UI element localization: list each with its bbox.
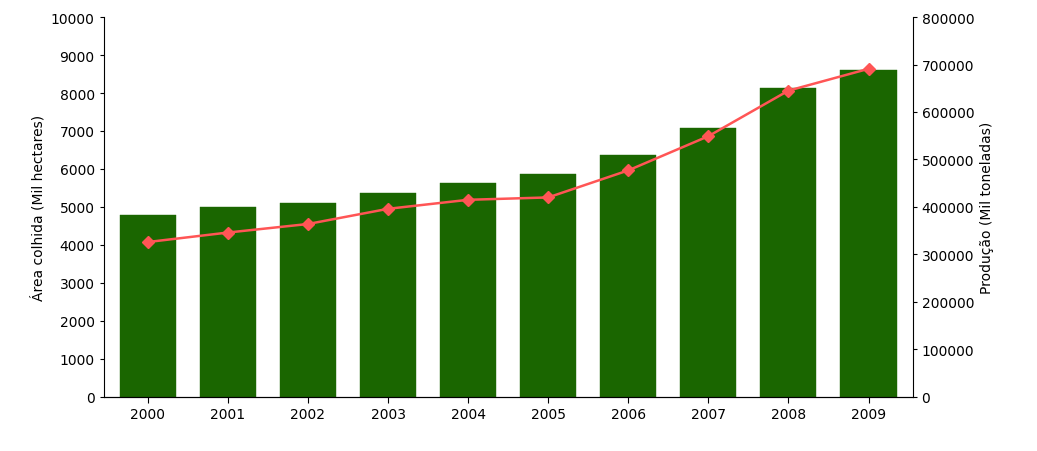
- Y-axis label: Área colhida (Mil hectares): Área colhida (Mil hectares): [31, 115, 46, 300]
- Bar: [360, 193, 416, 397]
- Bar: [200, 207, 256, 397]
- Bar: [440, 184, 496, 397]
- Bar: [840, 71, 897, 397]
- Bar: [680, 129, 736, 397]
- Y-axis label: Produção (Mil toneladas): Produção (Mil toneladas): [980, 121, 993, 294]
- Bar: [280, 204, 336, 397]
- Bar: [119, 215, 176, 397]
- Bar: [521, 175, 577, 397]
- Bar: [760, 88, 816, 397]
- Bar: [600, 156, 656, 397]
